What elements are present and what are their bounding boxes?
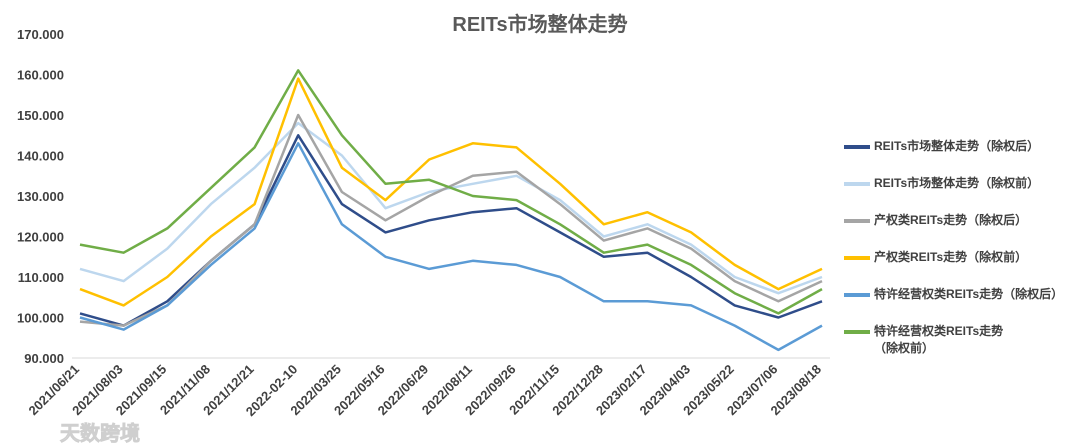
legend-label: 产权类REITs走势（除权前） <box>874 250 1028 264</box>
y-tick-label: 110.000 <box>18 270 64 285</box>
series-line-0 <box>79 134 823 327</box>
series-line-3 <box>79 77 823 307</box>
y-tick-label: 140.000 <box>17 149 64 164</box>
chart-title: REITs市场整体走势 <box>452 14 628 36</box>
y-tick-label: 120.000 <box>17 230 64 245</box>
legend-swatch <box>844 293 870 297</box>
legend-swatch <box>844 330 870 334</box>
legend-item: 产权类REITs走势（除权后） <box>844 212 1074 249</box>
legend-swatch <box>844 256 870 260</box>
legend-item: 产权类REITs走势（除权前） <box>844 249 1074 286</box>
y-tick-label: 160.000 <box>17 68 64 83</box>
watermark: 天数跨境 <box>60 421 140 445</box>
series-line-4 <box>79 142 823 352</box>
legend-label: 特许经营权类REITs走势（除权后） <box>874 287 1064 301</box>
y-tick-label: 150.000 <box>17 108 64 123</box>
y-tick-label: 100.000 <box>17 311 64 326</box>
y-tick-label: 130.000 <box>17 189 64 204</box>
series-line-1 <box>79 121 823 295</box>
legend-swatch <box>844 182 870 186</box>
legend-label: 特许经营权类REITs走势 （除权前） <box>874 324 1004 355</box>
legend-label: REITs市场整体走势（除权前） <box>874 176 1040 190</box>
legend-label: REITs市场整体走势（除权后） <box>874 139 1040 153</box>
legend-item: 特许经营权类REITs走势（除权后） <box>844 286 1074 323</box>
legend-item: 特许经营权类REITs走势 （除权前） <box>844 323 1074 360</box>
legend-item: REITs市场整体走势（除权后） <box>844 138 1074 175</box>
series-line-5 <box>79 69 823 315</box>
legend-swatch <box>844 219 870 223</box>
y-tick-label: 170.000 <box>17 27 64 42</box>
legend-swatch <box>844 145 870 149</box>
legend-item: REITs市场整体走势（除权前） <box>844 175 1074 212</box>
legend-label: 产权类REITs走势（除权后） <box>874 213 1028 227</box>
legend: REITs市场整体走势（除权后） REITs市场整体走势（除权前） 产权类REITs… <box>844 138 1074 360</box>
y-tick-label: 90.000 <box>24 351 64 366</box>
series-line-2 <box>79 113 823 327</box>
